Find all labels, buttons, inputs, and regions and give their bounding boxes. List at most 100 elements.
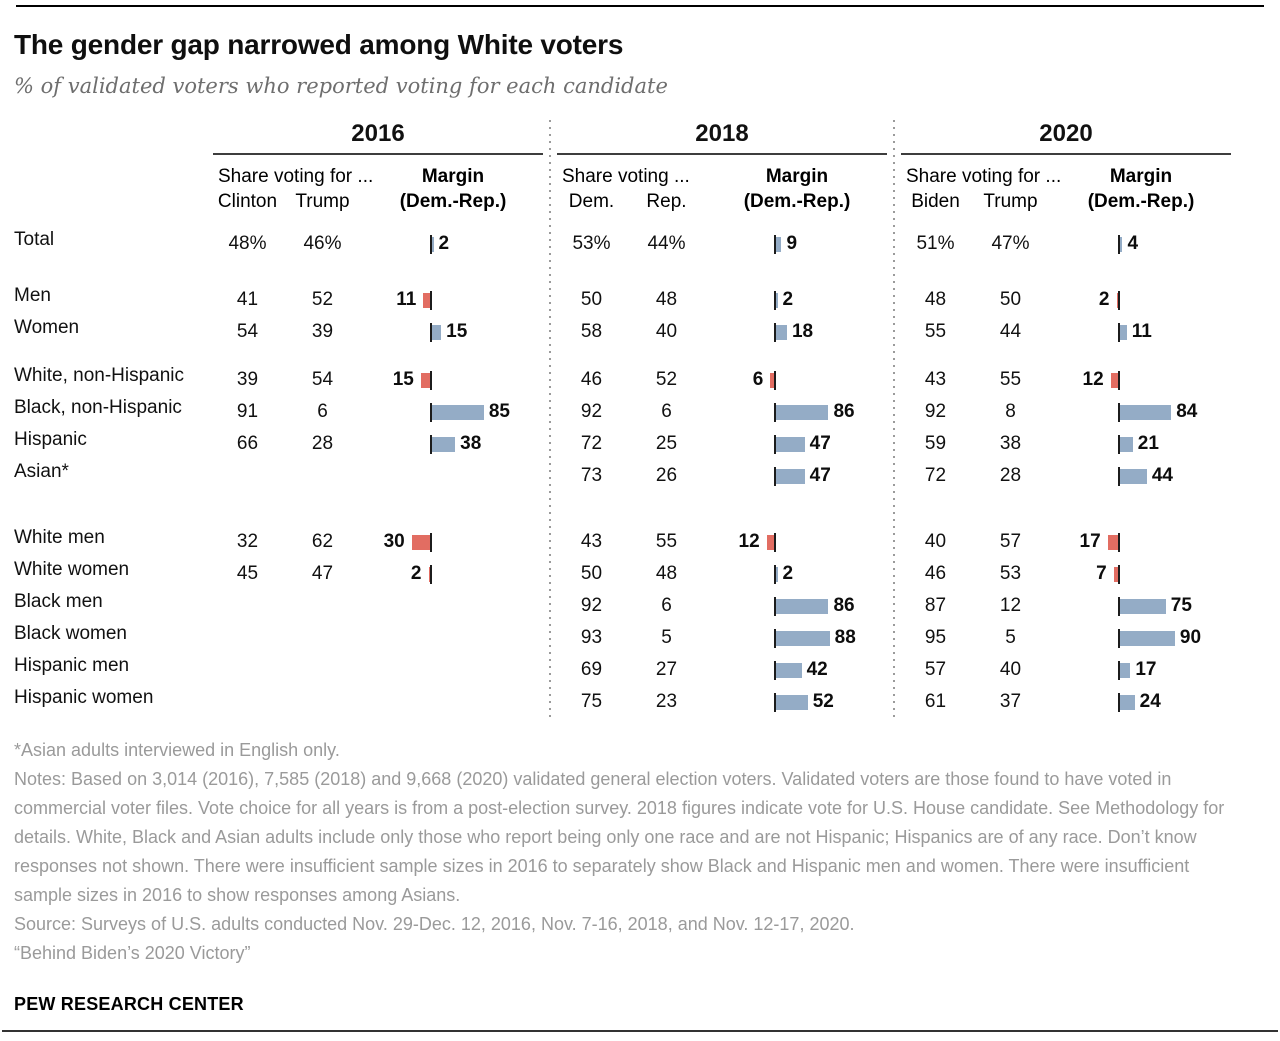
chart-subtitle: % of validated voters who reported votin…: [14, 74, 668, 98]
top-rule: [16, 5, 1264, 7]
data-row: 39 54 15: [210, 364, 546, 396]
margin-value: 17: [1135, 659, 1157, 680]
margin-value: 24: [1139, 691, 1161, 712]
margin-bar: [1116, 293, 1118, 308]
margin-cell: 7: [1048, 558, 1234, 590]
margin-cell: [360, 654, 546, 686]
rep-candidate-label: Rep.: [646, 191, 687, 212]
year-title: 2016: [213, 120, 543, 155]
year-title: 2018: [557, 120, 887, 155]
margin-cell: 85: [360, 396, 546, 428]
rep-value: 23: [655, 691, 678, 712]
rep-value: 62: [311, 531, 334, 552]
row-label: Men: [14, 285, 51, 306]
dotted-separator: [893, 120, 895, 718]
dem-value: 92: [924, 401, 947, 422]
dem-value: 69: [580, 659, 603, 680]
dem-value: 61: [924, 691, 947, 712]
column-subheader: Share voting for ... Margin: [210, 166, 546, 188]
data-row: 46 53 7: [898, 558, 1234, 590]
zero-axis-tick: [1118, 661, 1120, 680]
margin-value: 7: [1096, 563, 1107, 584]
dem-value: 92: [580, 401, 603, 422]
margin-bar: [776, 405, 829, 420]
margin-cell: 17: [1048, 654, 1234, 686]
rep-value: 54: [311, 369, 334, 390]
footer: *Asian adults interviewed in English onl…: [14, 736, 1266, 1015]
rep-value: 40: [999, 659, 1022, 680]
margin-bar: [1120, 325, 1127, 340]
rep-value: 55: [999, 369, 1022, 390]
margin-cell: 30: [360, 526, 546, 558]
rep-value: 53: [999, 563, 1022, 584]
margin-bar: [1120, 663, 1131, 678]
rep-value: 38: [999, 433, 1022, 454]
notes-text: Notes: Based on 3,014 (2016), 7,585 (201…: [14, 769, 1225, 905]
margin-value: 12: [738, 531, 760, 552]
margin-bar: [776, 293, 778, 308]
margin-bar: [776, 663, 802, 678]
margin-cell: 2: [1048, 284, 1234, 316]
dem-value: 32: [236, 531, 259, 552]
margin-value: 6: [752, 369, 764, 390]
rep-value: 55: [655, 531, 678, 552]
zero-axis-tick: [430, 565, 432, 584]
dem-value: 48%: [228, 233, 267, 254]
dem-value: 50: [580, 563, 603, 584]
rep-value: 40: [655, 321, 678, 342]
row-label: Women: [14, 317, 80, 338]
margin-cell: 2: [704, 284, 890, 316]
row-label: Asian*: [14, 461, 69, 482]
margin-cell: 12: [704, 526, 890, 558]
data-row: 66 28 38: [210, 428, 546, 460]
margin-value: 2: [782, 289, 794, 310]
margin-bar: [420, 373, 430, 388]
share-voting-header: Share voting for ...: [218, 166, 374, 187]
rep-value: 37: [999, 691, 1022, 712]
dem-value: 40: [924, 531, 947, 552]
zero-axis-tick: [430, 235, 432, 254]
year-title: 2020: [901, 120, 1231, 155]
dem-value: 39: [236, 369, 259, 390]
data-row: [210, 460, 546, 492]
margin-value: 9: [786, 233, 798, 254]
margin-cell: [360, 686, 546, 718]
margin-value: 2: [438, 233, 450, 254]
data-row: 43 55 12: [898, 364, 1234, 396]
margin-bar: [1120, 631, 1175, 646]
dem-candidate-label: Dem.: [568, 191, 615, 212]
data-row: [210, 590, 546, 622]
zero-axis-tick: [774, 435, 776, 454]
row-label: Hispanic men: [14, 655, 130, 676]
data-row: 92 8 84: [898, 396, 1234, 428]
dem-value: 54: [236, 321, 259, 342]
data-row: 50 48 2: [554, 558, 890, 590]
year-column-2018: 2018 Share voting ... Margin Dem. Rep. (Dem.-…: [554, 120, 890, 718]
margin-value: 15: [392, 369, 414, 390]
margin-bar: [432, 325, 442, 340]
margin-bar: [1120, 237, 1123, 252]
data-row: 45 47 2: [210, 558, 546, 590]
data-row: 32 62 30: [210, 526, 546, 558]
zero-axis-tick: [774, 235, 776, 254]
margin-cell: 15: [360, 364, 546, 396]
dem-value: 51%: [916, 233, 955, 254]
margin-bar: [776, 237, 782, 252]
zero-axis-tick: [774, 661, 776, 680]
margin-cell: 24: [1048, 686, 1234, 718]
data-row: 87 12 75: [898, 590, 1234, 622]
data-row: 48 50 2: [898, 284, 1234, 316]
row-label: Hispanic women: [14, 687, 154, 708]
report-title: “Behind Biden’s 2020 Victory”: [14, 943, 251, 963]
margin-value: 44: [1151, 465, 1173, 486]
margin-value: 15: [446, 321, 468, 342]
margin-header: Margin: [421, 166, 485, 187]
margin-cell: [360, 590, 546, 622]
margin-bar: [776, 599, 829, 614]
zero-axis-tick: [774, 565, 776, 584]
margin-subheader: (Dem.-Rep.): [399, 191, 507, 212]
margin-value: 88: [834, 627, 856, 648]
zero-axis-tick: [1118, 291, 1120, 310]
margin-value: 4: [1127, 233, 1139, 254]
zero-axis-tick: [1118, 629, 1120, 648]
